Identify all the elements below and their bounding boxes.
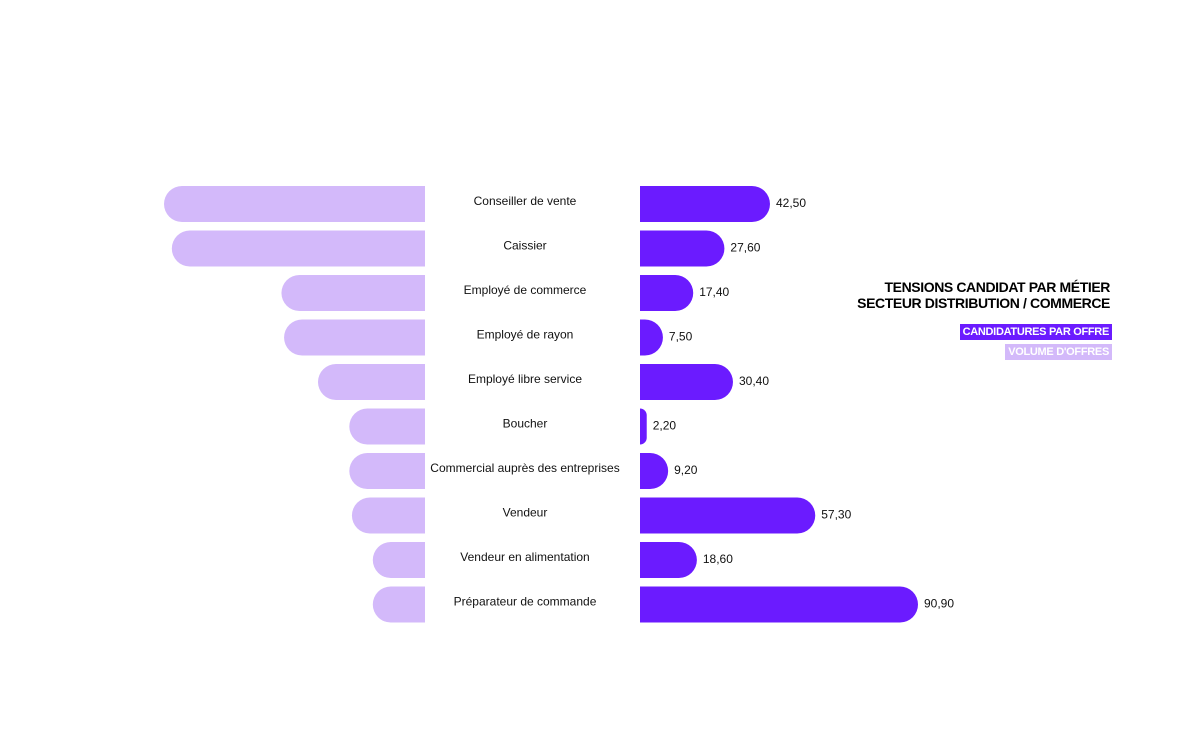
volume-bar [349, 453, 425, 489]
category-label: Employé de commerce [464, 283, 587, 297]
candidatures-bar [640, 453, 669, 489]
category-label: Vendeur [503, 506, 548, 520]
legend-volume-offres: VOLUME D'OFFRES [1005, 344, 1112, 360]
volume-bar [351, 497, 425, 534]
volume-bar [284, 319, 425, 356]
chart-subtitle: SECTEUR DISTRIBUTION / COMMERCE [857, 295, 1110, 311]
candidatures-bar [640, 230, 725, 267]
volume-bar [171, 230, 425, 267]
value-label: 27,60 [730, 241, 760, 255]
candidatures-bar [640, 408, 647, 445]
value-label: 7,50 [669, 330, 693, 344]
category-label: Boucher [503, 417, 548, 431]
value-label: 30,40 [739, 374, 769, 388]
category-labels: Conseiller de vente Caissier Employé de co… [430, 194, 619, 609]
volume-bar [372, 586, 425, 623]
volume-bar [349, 408, 425, 445]
volume-bars [164, 186, 425, 623]
candidatures-bar [640, 542, 697, 578]
category-label: Employé de rayon [477, 328, 574, 342]
value-labels: 42,50 27,60 17,40 7,50 30,40 2,20 9,20 57,30 18,… [653, 196, 955, 611]
value-label: 17,40 [699, 285, 729, 299]
volume-bar [281, 275, 425, 311]
value-label: 42,50 [776, 196, 806, 210]
volume-bar [372, 542, 425, 578]
legend-candidatures-par-offre: CANDIDATURES PAR OFFRE [959, 324, 1112, 340]
chart-title: TENSIONS CANDIDAT PAR MÉTIER [884, 279, 1110, 295]
candidatures-bars [640, 186, 918, 623]
value-label: 90,90 [924, 597, 954, 611]
legend: CANDIDATURES PAR OFFRE VOLUME D'OFFRES [959, 324, 1112, 360]
value-label: 2,20 [653, 419, 677, 433]
category-label: Caissier [503, 239, 546, 253]
category-label: Employé libre service [468, 372, 582, 386]
candidatures-bar [640, 364, 733, 400]
category-label: Conseiller de vente [474, 194, 577, 208]
candidatures-bar [640, 586, 918, 623]
value-label: 57,30 [821, 508, 851, 522]
volume-bar [164, 186, 425, 222]
category-label: Vendeur en alimentation [460, 550, 589, 564]
volume-bar [317, 364, 425, 400]
value-label: 9,20 [674, 463, 698, 477]
category-label: Préparateur de commande [454, 595, 597, 609]
chart-title-block: TENSIONS CANDIDAT PAR MÉTIER SECTEUR DIS… [857, 279, 1110, 311]
candidatures-bar [640, 497, 816, 534]
candidatures-bar [640, 275, 694, 311]
candidatures-bar [640, 186, 770, 222]
category-label: Commercial auprès des entreprises [430, 461, 619, 475]
value-label: 18,60 [703, 552, 733, 566]
candidatures-bar [640, 319, 663, 356]
